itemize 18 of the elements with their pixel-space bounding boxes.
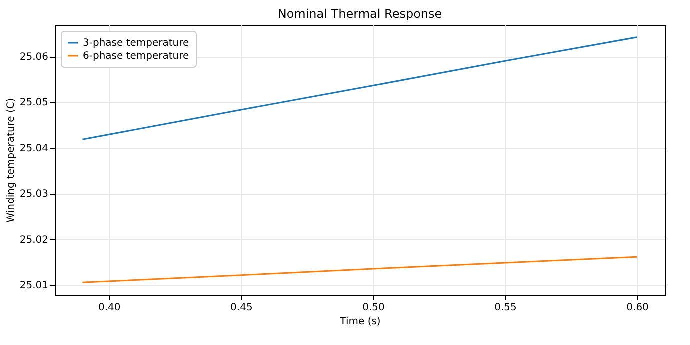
chart-title: Nominal Thermal Response — [278, 7, 442, 21]
y-axis-title: Winding temperature (C) — [6, 98, 17, 223]
x-axis-title: Time (s) — [339, 316, 381, 328]
legend-label: 6-phase temperature — [83, 51, 190, 62]
y-tick-label: 25.02 — [20, 234, 48, 246]
legend-label: 3-phase temperature — [83, 38, 190, 49]
x-tick-label: 0.55 — [494, 302, 517, 314]
y-tick-label: 25.05 — [20, 98, 48, 109]
line-series — [82, 36, 638, 140]
line-series — [82, 256, 638, 284]
y-tick-label: 25.03 — [20, 189, 48, 200]
x-tick-label: 0.60 — [626, 302, 649, 314]
y-tick-label: 25.01 — [20, 280, 48, 292]
x-tick-label: 0.40 — [98, 302, 121, 314]
y-tick-label: 25.04 — [20, 143, 48, 154]
x-tick-label: 0.45 — [230, 302, 253, 314]
y-tick-label: 25.06 — [20, 52, 48, 64]
x-tick-label: 0.50 — [362, 302, 385, 314]
